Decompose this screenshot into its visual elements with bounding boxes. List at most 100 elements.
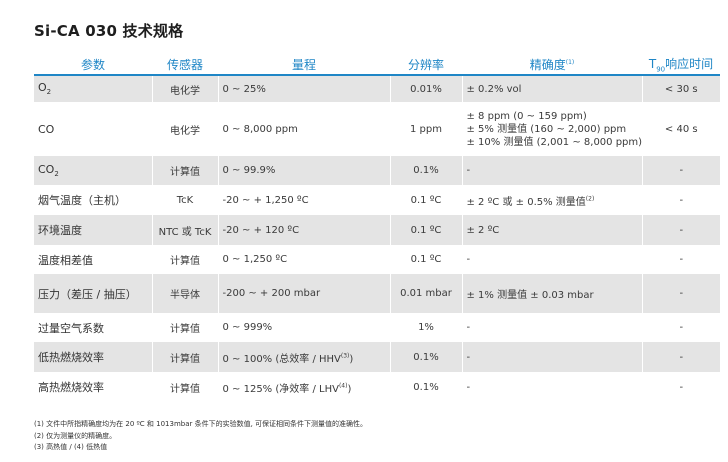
spec-table: 参数 传感器 量程 分辨率 精确度(1) T90响应时间 O2 电化学 0 ~ 25… (34, 54, 720, 402)
range-note: (3) (340, 352, 350, 360)
cell-sensor: 半导体 (151, 274, 218, 313)
header-sensor: 传感器 (152, 54, 218, 76)
cell-sensor: 计算值 (151, 372, 218, 402)
accuracy-line: ± 8 ppm (0 ~ 159 ppm) (466, 110, 587, 122)
cell-accuracy: - (461, 245, 642, 274)
page-title: Si-CA 030 技术规格 (34, 22, 184, 40)
range-close: ) (347, 383, 352, 395)
accuracy-line: ± 1% 测量值 ± 0.03 mbar (466, 290, 594, 301)
cell-response: - (641, 245, 720, 274)
range-text: 0 ~ 125% (净效率 / LHV (222, 383, 339, 395)
param-text: 过量空气系数 (38, 321, 104, 335)
cell-accuracy: - (461, 313, 642, 342)
cell-response: - (641, 372, 720, 402)
cell-response: - (641, 313, 720, 342)
header-accuracy-note: (1) (565, 58, 575, 66)
accuracy-line: - (466, 254, 471, 265)
param-subscript: 2 (46, 88, 52, 97)
header-accuracy-label: 精确度 (529, 57, 566, 72)
cell-accuracy: - (461, 372, 642, 402)
accuracy-line: ± 0.2% vol (466, 83, 522, 95)
cell-response: - (641, 185, 720, 215)
header-param: 参数 (34, 54, 152, 76)
table-row: 烟气温度（主机） TcK -20 ~ + 1,250 ºC 0.1 ºC ± 2 ºC … (34, 185, 720, 215)
cell-sensor: 电化学 (151, 75, 218, 102)
cell-range: 0 ~ 25% (217, 75, 390, 102)
range-text: 0 ~ 8,000 ppm (222, 123, 298, 135)
footnote-2: (2) 仅为测量仪的精确度。 (34, 432, 117, 440)
header-response: T90响应时间 (642, 54, 720, 76)
cell-accuracy: - (461, 342, 642, 372)
cell-resolution: 0.1% (389, 156, 462, 185)
cell-resolution: 0.01 mbar (389, 274, 462, 313)
cell-accuracy: - (461, 156, 642, 185)
header-response-prefix: T (648, 56, 657, 71)
cell-range: -20 ~ + 1,250 ºC (217, 185, 390, 215)
table-header-row: 参数 传感器 量程 分辨率 精确度(1) T90响应时间 (34, 54, 720, 76)
param-text: 低热燃烧效率 (38, 351, 104, 364)
cell-range: 0 ~ 1,250 ºC (217, 245, 390, 274)
param-text: CO (38, 122, 55, 136)
cell-param: CO2 (34, 156, 152, 185)
table-row: CO 电化学 0 ~ 8,000 ppm 1 ppm ± 8 ppm (0 ~ 159 … (34, 102, 720, 156)
cell-resolution: 0.1 ºC (389, 215, 462, 245)
accuracy-line: - (466, 351, 471, 363)
table-row: 压力（差压 / 抽压） 半导体 -200 ~ + 200 mbar 0.01 mbar… (34, 274, 720, 313)
cell-resolution: 0.1 ºC (389, 185, 462, 215)
cell-resolution: 0.1% (389, 342, 462, 372)
accuracy-line: ± 2 ºC (466, 224, 500, 236)
accuracy-line: ± 10% 测量值 (2,001 ~ 8,000 ppm) (466, 136, 643, 148)
range-text: -200 ~ + 200 mbar (222, 288, 321, 299)
cell-sensor: 电化学 (151, 102, 218, 156)
cell-range: 0 ~ 999% (217, 313, 390, 342)
footnote-1: (1) 文件中所指精确度均为在 20 ºC 和 1013mbar 条件下的实验数… (34, 420, 368, 428)
range-text: -20 ~ + 120 ºC (222, 224, 300, 236)
cell-param: CO (34, 102, 152, 156)
cell-accuracy: ± 8 ppm (0 ~ 159 ppm) ± 5% 测量值 (160 ~ 2,0… (461, 102, 643, 156)
range-note: (4) (338, 382, 348, 390)
cell-param: 温度相差值 (34, 245, 152, 274)
cell-range: 0 ~ 125% (净效率 / LHV(4)) (217, 372, 390, 402)
cell-accuracy: ± 0.2% vol (461, 75, 642, 102)
range-text: 0 ~ 25% (222, 83, 266, 95)
param-subscript: 2 (54, 170, 59, 179)
param-text: 高热燃烧效率 (38, 381, 104, 394)
cell-range: -200 ~ + 200 mbar (217, 274, 390, 313)
accuracy-line: - (466, 322, 471, 333)
param-text: 温度相差值 (38, 253, 93, 267)
accuracy-line: ± 5% 测量值 (160 ~ 2,000) ppm (466, 123, 627, 135)
cell-accuracy: ± 2 ºC 或 ± 0.5% 测量值(2) (461, 185, 642, 215)
cell-accuracy: ± 1% 测量值 ± 0.03 mbar (461, 274, 642, 313)
cell-sensor: NTC 或 TcK (151, 215, 218, 245)
cell-response: - (641, 156, 720, 185)
accuracy-line: - (466, 381, 471, 393)
cell-resolution: 1% (389, 313, 462, 342)
accuracy-line: - (466, 165, 471, 176)
cell-response: - (641, 274, 720, 313)
cell-sensor: 计算值 (151, 342, 218, 372)
cell-param: 压力（差压 / 抽压） (34, 274, 152, 313)
table-row: 低热燃烧效率 计算值 0 ~ 100% (总效率 / HHV(3)) 0.1% - - (34, 342, 720, 372)
param-text: 环境温度 (38, 224, 82, 237)
cell-resolution: 0.01% (389, 75, 462, 102)
accuracy-line: ± 2 ºC 或 ± 0.5% 测量值 (466, 196, 586, 208)
range-text: 0 ~ 1,250 ºC (222, 254, 288, 265)
cell-range: 0 ~ 8,000 ppm (217, 102, 390, 156)
range-text: 0 ~ 999% (222, 322, 273, 333)
cell-param: 高热燃烧效率 (34, 372, 152, 402)
cell-param: 环境温度 (34, 215, 152, 245)
cell-response: - (641, 342, 720, 372)
cell-range: -20 ~ + 120 ºC (217, 215, 390, 245)
cell-sensor: 计算值 (151, 156, 218, 185)
header-resolution: 分辨率 (390, 54, 462, 76)
range-text: 0 ~ 100% (总效率 / HHV (222, 353, 341, 365)
cell-range: 0 ~ 100% (总效率 / HHV(3)) (217, 342, 390, 372)
accuracy-note: (2) (585, 195, 595, 203)
param-text: 烟气温度（主机） (38, 194, 126, 207)
header-range: 量程 (218, 54, 390, 76)
cell-sensor: TcK (151, 185, 218, 215)
cell-param: 低热燃烧效率 (34, 342, 152, 372)
table-row: 环境温度 NTC 或 TcK -20 ~ + 120 ºC 0.1 ºC ± 2 ºC - (34, 215, 720, 245)
cell-resolution: 0.1 ºC (389, 245, 462, 274)
table-row: 过量空气系数 计算值 0 ~ 999% 1% - - (34, 313, 720, 342)
